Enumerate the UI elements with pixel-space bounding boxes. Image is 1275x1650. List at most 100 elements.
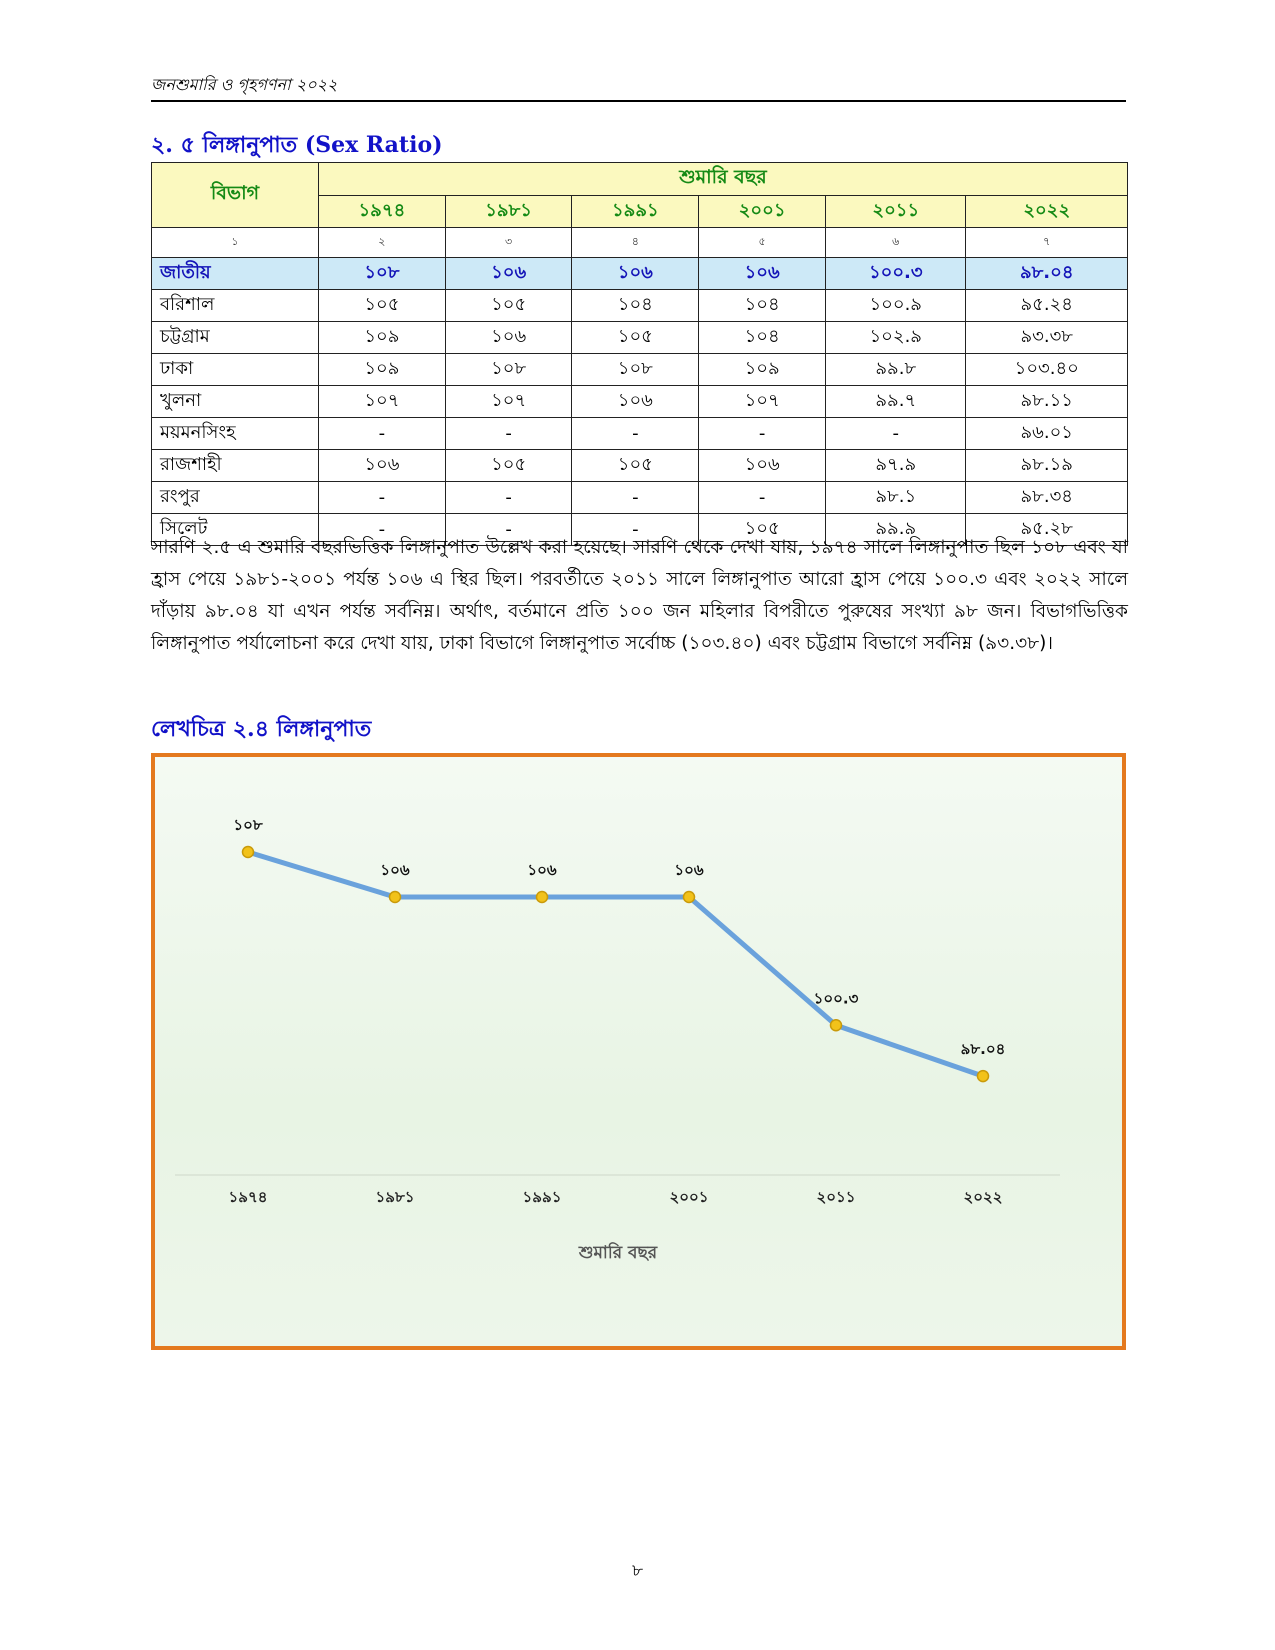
data-point bbox=[388, 890, 402, 904]
ratio-value: ১০৪ bbox=[571, 289, 700, 322]
census-year-header: শুমারি বছর bbox=[318, 162, 1128, 196]
ratio-value: ১০৮ bbox=[444, 353, 573, 386]
data-point bbox=[241, 845, 255, 859]
data-point bbox=[976, 1069, 990, 1083]
ratio-value: ৯৯.৮ bbox=[825, 353, 967, 386]
division-name: ময়মনসিংহ bbox=[151, 417, 319, 450]
section-title: ২. ৫ লিঙ্গানুপাত (Sex Ratio) bbox=[151, 132, 443, 158]
ratio-value: - bbox=[571, 417, 700, 450]
sex-ratio-table: বিভাগ শুমারি বছর ১৯৭৪ ১৯৮১ ১৯৯১ ২০০১ ২০১১ ২০২… bbox=[151, 162, 1128, 546]
ratio-value: - bbox=[698, 481, 827, 514]
running-title: জনশুমারি ও গৃহগণনা ২০২২ bbox=[151, 75, 338, 94]
ratio-value: - bbox=[825, 417, 967, 450]
ratio-value: - bbox=[318, 417, 446, 450]
division-name: বরিশাল bbox=[151, 289, 319, 322]
ratio-value: ১০৯ bbox=[318, 321, 446, 354]
ratio-value: - bbox=[571, 481, 700, 514]
ratio-value: - bbox=[444, 481, 573, 514]
table-row: রাজশাহী ১০৬ ১০৫ ১০৫ ১০৬ ৯৭.৯ ৯৮.১৯ bbox=[151, 449, 1128, 482]
ratio-value: ৯৫.২৮ bbox=[965, 513, 1128, 546]
year-header: ২০১১ bbox=[825, 195, 967, 228]
ratio-value: - bbox=[318, 513, 446, 546]
table-row: চট্টগ্রাম ১০৯ ১০৬ ১০৫ ১০৪ ১০২.৯ ৯৩.৩৮ bbox=[151, 321, 1128, 354]
x-tick-label: ২০১১ bbox=[817, 1188, 856, 1206]
division-name: জাতীয় bbox=[151, 257, 319, 290]
ratio-value: ১০৫ bbox=[571, 321, 700, 354]
ratio-value: ১০৬ bbox=[444, 257, 573, 290]
ratio-value: ১০২.৯ bbox=[825, 321, 967, 354]
national-row: জাতীয় ১০৮ ১০৬ ১০৬ ১০৬ ১০০.৩ ৯৮.০৪ bbox=[151, 257, 1128, 290]
series-line bbox=[245, 849, 986, 1079]
ratio-value: ১০৫ bbox=[444, 289, 573, 322]
division-header: বিভাগ bbox=[151, 162, 319, 228]
ratio-value: ১০৬ bbox=[571, 385, 700, 418]
division-name: রংপুর bbox=[151, 481, 319, 514]
ratio-value: ৯৭.৯ bbox=[825, 449, 967, 482]
ratio-value: ১০৫ bbox=[571, 449, 700, 482]
ratio-value: ১০৮ bbox=[318, 257, 446, 290]
ratio-value: - bbox=[444, 417, 573, 450]
table-row: খুলনা ১০৭ ১০৭ ১০৬ ১০৭ ৯৯.৭ ৯৮.১১ bbox=[151, 385, 1128, 418]
data-label: ৯৮.০৪ bbox=[961, 1040, 1006, 1058]
year-header: ১৯৮১ bbox=[444, 195, 573, 228]
column-number: ২ bbox=[318, 227, 446, 258]
data-label: ১০৬ bbox=[380, 861, 409, 879]
x-tick-label: ১৯৮১ bbox=[376, 1188, 415, 1206]
ratio-value: ১০৮ bbox=[571, 353, 700, 386]
running-header: জনশুমারি ও গৃহগণনা ২০২২ bbox=[151, 72, 1126, 102]
x-tick-label: ১৯৯১ bbox=[523, 1188, 562, 1206]
division-name: চট্টগ্রাম bbox=[151, 321, 319, 354]
column-number: ৩ bbox=[444, 227, 573, 258]
ratio-value: - bbox=[571, 513, 700, 546]
year-header: ১৯৯১ bbox=[571, 195, 700, 228]
ratio-value: ১০৭ bbox=[698, 385, 827, 418]
figure-title: লেখচিত্র ২.৪ লিঙ্গানুপাত bbox=[151, 716, 372, 742]
data-point bbox=[829, 1019, 843, 1032]
ratio-value: ১০৬ bbox=[698, 257, 827, 290]
column-number: ৭ bbox=[965, 227, 1128, 258]
x-tick-label: ২০০১ bbox=[670, 1188, 709, 1206]
column-number: ৪ bbox=[571, 227, 700, 258]
table-row: রংপুর - - - -৯৮.১ ৯৮.৩৪ bbox=[151, 481, 1128, 514]
ratio-value: ১০৫ bbox=[318, 289, 446, 322]
ratio-value: ১০৪ bbox=[698, 289, 827, 322]
ratio-value: ১০৫ bbox=[698, 513, 827, 546]
ratio-value: ১০০.৩ bbox=[825, 257, 967, 290]
data-label: ১০৬ bbox=[527, 861, 556, 879]
division-name: ঢাকা bbox=[151, 353, 319, 386]
table-row: বরিশাল ১০৫ ১০৫ ১০৪ ১০৪ ১০০.৯ ৯৫.২৪ bbox=[151, 289, 1128, 322]
table-row: ময়মনসিংহ - - - - -৯৬.০১ bbox=[151, 417, 1128, 450]
ratio-value: ১০৪ bbox=[698, 321, 827, 354]
data-point bbox=[682, 890, 696, 904]
x-axis-title: শুমারি বছর bbox=[578, 1241, 658, 1263]
ratio-value: ৯৮.১১ bbox=[965, 385, 1128, 418]
year-header: ২০২২ bbox=[965, 195, 1128, 228]
column-number: ৫ bbox=[698, 227, 827, 258]
ratio-value: ১০৬ bbox=[571, 257, 700, 290]
page-number: ৮ bbox=[631, 1561, 644, 1581]
ratio-value: ৯৮.১ bbox=[825, 481, 967, 514]
ratio-value: ৯৮.৩৪ bbox=[965, 481, 1128, 514]
table-row: সিলেট - - -১০৫ ৯৯.৯ ৯৫.২৮ bbox=[151, 513, 1128, 546]
ratio-value: ৯৮.১৯ bbox=[965, 449, 1128, 482]
ratio-value: ১০৬ bbox=[444, 321, 573, 354]
ratio-value: ১০৯ bbox=[698, 353, 827, 386]
table-row: ঢাকা ১০৯ ১০৮ ১০৮ ১০৯ ৯৯.৮ ১০৩.৪০ bbox=[151, 353, 1128, 386]
sex-ratio-line-chart: ১০৮ ১৯৭৪ ১০৬ ১৯৮১ ১০৬ ১৯৯১ ১০৬ ২০০১ ১০০.৩ ২০১১ ৯৮.… bbox=[175, 816, 1060, 1263]
x-tick-label: ১৯৭৪ bbox=[229, 1188, 268, 1206]
ratio-value: - bbox=[318, 481, 446, 514]
ratio-value: ১০৬ bbox=[698, 449, 827, 482]
data-point bbox=[535, 890, 549, 904]
data-label: ১০৮ bbox=[233, 816, 262, 834]
x-tick-label: ২০২২ bbox=[963, 1188, 1002, 1206]
division-name: সিলেট bbox=[151, 513, 319, 546]
year-header: ১৯৭৪ bbox=[318, 195, 446, 228]
ratio-value: ৯৫.২৪ bbox=[965, 289, 1128, 322]
ratio-value: - bbox=[698, 417, 827, 450]
column-number: ৬ bbox=[825, 227, 967, 258]
ratio-value: ৯৩.৩৮ bbox=[965, 321, 1128, 354]
ratio-value: ১০৬ bbox=[318, 449, 446, 482]
data-label: ১০৬ bbox=[674, 861, 703, 879]
data-label: ১০০.৩ bbox=[814, 989, 859, 1007]
ratio-value: ১০৩.৪০ bbox=[965, 353, 1128, 386]
